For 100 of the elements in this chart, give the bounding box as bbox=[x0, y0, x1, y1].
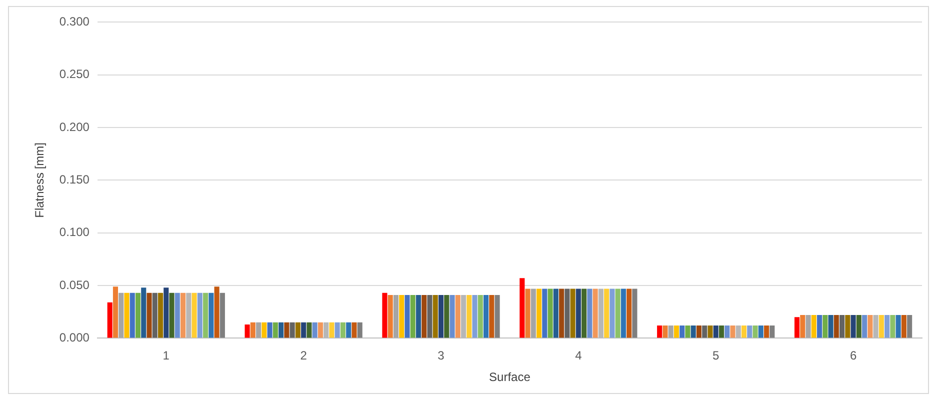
bar bbox=[800, 315, 806, 338]
bar bbox=[284, 322, 290, 338]
bar bbox=[318, 322, 323, 338]
x-tick-label: 4 bbox=[575, 348, 582, 363]
bar bbox=[708, 326, 713, 338]
bar bbox=[536, 288, 542, 338]
y-tick-label: 0.250 bbox=[59, 67, 90, 82]
bar bbox=[478, 295, 483, 338]
bar bbox=[438, 295, 444, 338]
bar bbox=[169, 292, 174, 338]
bar bbox=[811, 315, 816, 338]
bar bbox=[278, 322, 284, 338]
bar bbox=[203, 292, 208, 338]
bar bbox=[582, 288, 587, 338]
bar bbox=[816, 315, 822, 338]
bar bbox=[570, 288, 576, 338]
bar bbox=[450, 295, 455, 338]
bar bbox=[890, 315, 896, 338]
bar bbox=[164, 288, 169, 338]
bar bbox=[741, 326, 747, 338]
bar bbox=[690, 326, 696, 338]
bar bbox=[685, 326, 690, 338]
y-tick-label: 0.100 bbox=[59, 225, 90, 240]
bar bbox=[553, 288, 558, 338]
bar bbox=[152, 292, 158, 338]
bar bbox=[564, 288, 570, 338]
bar bbox=[118, 292, 124, 338]
bar bbox=[256, 322, 262, 338]
bar bbox=[124, 292, 130, 338]
bar bbox=[822, 315, 828, 338]
bar bbox=[901, 315, 906, 338]
x-tick-label: 3 bbox=[438, 348, 445, 363]
bar bbox=[718, 326, 724, 338]
bar bbox=[466, 295, 472, 338]
bar bbox=[868, 315, 873, 338]
bar bbox=[604, 288, 610, 338]
bar bbox=[422, 295, 427, 338]
y-tick-label: 0.050 bbox=[59, 278, 90, 292]
y-axis-title: Flatness [mm] bbox=[32, 142, 47, 218]
x-tick-label: 2 bbox=[300, 348, 308, 363]
bar bbox=[489, 295, 494, 338]
bar bbox=[214, 286, 220, 338]
y-tick-label: 0.200 bbox=[59, 120, 90, 134]
bar bbox=[525, 288, 530, 338]
bar bbox=[770, 326, 775, 338]
bar bbox=[576, 288, 581, 338]
x-tick-label: 6 bbox=[850, 348, 857, 363]
bar bbox=[135, 292, 141, 338]
bar bbox=[404, 295, 410, 338]
bar bbox=[158, 292, 164, 338]
x-tick-label: 1 bbox=[162, 348, 170, 363]
bar bbox=[548, 288, 553, 338]
bar bbox=[244, 324, 250, 338]
x-axis-title: Surface bbox=[489, 370, 531, 384]
bar bbox=[626, 288, 632, 338]
bar bbox=[334, 322, 340, 338]
bar bbox=[306, 322, 312, 338]
bar bbox=[610, 288, 615, 338]
bar bbox=[130, 292, 135, 338]
bar bbox=[416, 295, 422, 338]
bar bbox=[295, 322, 300, 338]
bar bbox=[907, 315, 912, 338]
bar bbox=[180, 292, 186, 338]
bar bbox=[301, 322, 306, 338]
bar bbox=[662, 326, 668, 338]
bar bbox=[483, 295, 489, 338]
bar bbox=[382, 292, 388, 338]
bar bbox=[393, 295, 399, 338]
bar bbox=[250, 322, 256, 338]
bar bbox=[730, 326, 736, 338]
bar bbox=[713, 326, 718, 338]
bar bbox=[828, 315, 834, 338]
bar bbox=[399, 295, 404, 338]
bar bbox=[747, 326, 752, 338]
bar bbox=[674, 326, 679, 338]
bar bbox=[146, 292, 152, 338]
bar bbox=[559, 288, 564, 338]
bar bbox=[272, 322, 278, 338]
bar bbox=[312, 322, 318, 338]
bar bbox=[758, 326, 764, 338]
x-tick-label: 5 bbox=[712, 348, 720, 363]
bar bbox=[615, 288, 620, 338]
bar bbox=[357, 322, 362, 338]
bar bbox=[346, 322, 352, 338]
bar bbox=[112, 286, 118, 338]
bar bbox=[290, 322, 295, 338]
bar bbox=[267, 322, 272, 338]
bar bbox=[192, 292, 197, 338]
bar bbox=[850, 315, 856, 338]
bar bbox=[262, 322, 267, 338]
bar bbox=[542, 288, 548, 338]
bar bbox=[340, 322, 346, 338]
y-tick-label: 0.000 bbox=[59, 330, 90, 345]
bar bbox=[724, 326, 730, 338]
bar bbox=[141, 288, 146, 338]
bar bbox=[352, 322, 357, 338]
bar bbox=[752, 326, 758, 338]
y-tick-label: 0.300 bbox=[59, 14, 90, 29]
bar bbox=[696, 326, 702, 338]
bar bbox=[472, 295, 478, 338]
